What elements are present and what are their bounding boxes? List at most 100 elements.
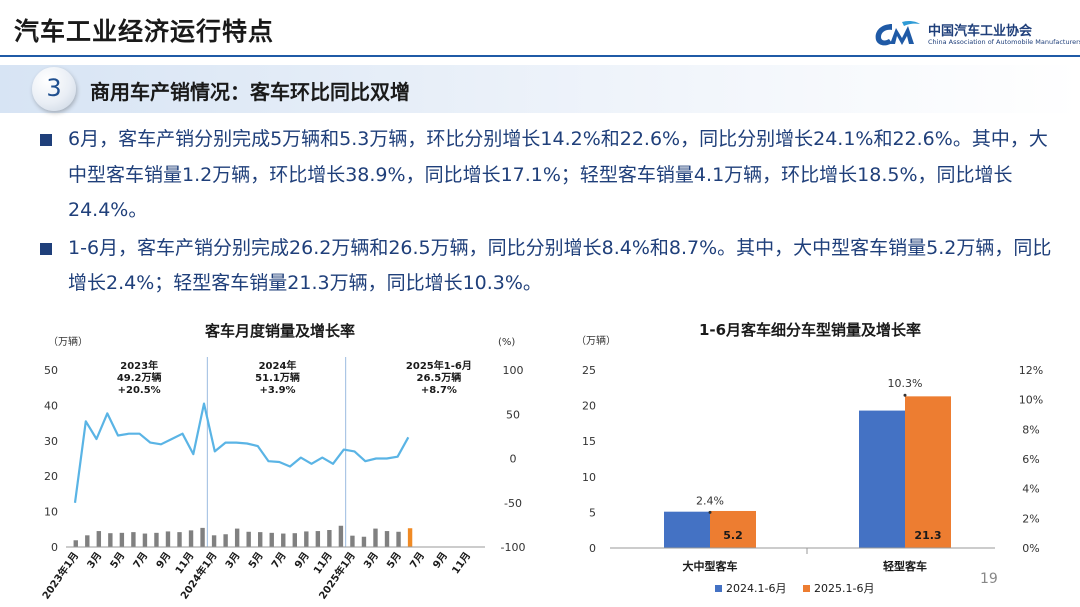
monthly-sales-chart: 客车月度销量及增长率 （万辆） (%) 0 10 20 30 40 50 -100 -50 0 50 10… — [20, 320, 540, 607]
chart1-bar — [119, 532, 125, 547]
chart1-bar — [384, 531, 390, 547]
chart2-growth-point — [903, 393, 907, 397]
chart2-growth-point — [708, 510, 712, 514]
chart1-bar — [165, 531, 171, 547]
chart1-xtick: 9月 — [292, 550, 312, 571]
section-band — [0, 65, 1080, 113]
chart1-period-label: 2023年 — [120, 359, 158, 372]
chart1-period-label: 2024年 — [259, 359, 297, 372]
chart1-xtick: 9月 — [154, 550, 174, 571]
segment-sales-chart: 1-6月客车细分车型销量及增长率 （万辆） 0 5 10 15 20 25 0% 2% 4% 6% 8%… — [560, 320, 1060, 607]
chart1-xtick: 7月 — [269, 550, 289, 571]
chart1-title: 客车月度销量及增长率 — [204, 322, 355, 340]
chart2-ytick-left: 25 — [582, 364, 596, 377]
chart1-bar — [73, 540, 78, 547]
chart1-bar — [85, 535, 90, 547]
chart2-legend-swatch — [715, 585, 722, 592]
chart1-ytick-right: 50 — [506, 408, 520, 421]
chart2-ytick-right: 6% — [1022, 453, 1039, 466]
chart1-xtick: 5月 — [108, 550, 128, 571]
segment-sales-chart-svg: 1-6月客车细分车型销量及增长率 （万辆） 0 5 10 15 20 25 0% 2% 4% 6% 8%… — [576, 321, 1043, 595]
chart1-period-growth: +3.9% — [259, 385, 295, 396]
chart2-ytick-right: 2% — [1022, 512, 1039, 525]
chart1-ytick-left: 30 — [44, 435, 58, 448]
chart1-bar — [396, 531, 401, 547]
chart1-bar — [292, 533, 297, 547]
chart1-xtick: 5月 — [384, 550, 404, 571]
chart1-xtick: 7月 — [131, 550, 151, 571]
chart1-bar — [361, 536, 367, 547]
chart1-bar — [188, 530, 194, 547]
chart1-xtick: 11月 — [311, 550, 335, 576]
chart1-bar — [304, 531, 309, 547]
chart2-ytick-right: 10% — [1019, 394, 1043, 407]
chart2-bar — [664, 511, 710, 548]
chart1-period-total: 51.1万辆 — [255, 371, 300, 384]
chart1-bar — [142, 533, 148, 547]
chart1-ytick-right: -100 — [501, 541, 526, 554]
chart1-bar — [327, 530, 332, 547]
chart1-bar — [258, 532, 263, 547]
chart2-ylabel-left: （万辆） — [576, 334, 616, 347]
header-rule — [0, 55, 1080, 57]
chart2-ytick-right: 0% — [1022, 542, 1039, 555]
chart1-xtick: 5月 — [246, 550, 266, 571]
chart1-xtick: 3月 — [361, 550, 381, 571]
chart1-bar — [281, 533, 286, 547]
logo-text-cn: 中国汽车工业协会 — [928, 24, 1033, 39]
chart1-bar — [211, 535, 217, 547]
chart1-ytick-left: 50 — [44, 364, 58, 377]
chart2-legend-label: 2024.1-6月 — [726, 582, 786, 595]
chart2-value-label: 21.3 — [914, 529, 941, 542]
chart1-bar — [108, 533, 113, 547]
slide-header: 汽车工业经济运行特点 中国汽车工业协会 China Association of… — [0, 0, 1080, 58]
page-title: 汽车工业经济运行特点 — [14, 17, 275, 46]
chart1-bar — [234, 528, 240, 547]
chart1-bar — [223, 534, 228, 547]
chart2-legend-label: 2025.1-6月 — [814, 582, 874, 595]
caam-logo: 中国汽车工业协会 China Association of Automobile… — [872, 18, 1080, 52]
chart1-bar — [154, 532, 159, 547]
chart1-xtick: 3月 — [223, 550, 243, 571]
chart1-bar — [246, 531, 251, 547]
chart1-bar — [269, 532, 274, 547]
chart2-bar — [905, 396, 951, 548]
chart2-ytick-left: 5 — [589, 506, 596, 519]
chart1-ytick-left: 20 — [44, 470, 58, 483]
bullet-square-icon — [40, 242, 52, 255]
chart1-ylabel-left: （万辆） — [48, 335, 88, 348]
chart2-title: 1-6月客车细分车型销量及增长率 — [699, 321, 921, 339]
chart2-bar — [859, 410, 905, 548]
chart1-xtick: 11月 — [450, 550, 474, 576]
chart1-bar — [200, 527, 205, 547]
chart2-ytick-right: 12% — [1019, 364, 1043, 377]
chart1-ytick-left: 10 — [44, 506, 58, 519]
chart2-ytick-left: 15 — [582, 435, 596, 448]
chart2-ytick-left: 0 — [589, 542, 596, 555]
monthly-sales-chart-svg: 客车月度销量及增长率 （万辆） (%) 0 10 20 30 40 50 -100 -50 0 50 10… — [39, 322, 526, 602]
chart1-bar — [373, 528, 378, 547]
chart2-value-label: 5.2 — [723, 529, 743, 542]
chart2-ytick-right: 4% — [1022, 483, 1039, 496]
caam-logo-icon — [875, 20, 920, 46]
bullet-text: 1-6月，客车产销分别完成26.2万辆和26.5万辆，同比分别增长8.4%和8.… — [68, 236, 1052, 295]
section-number-badge — [32, 67, 76, 111]
bullet-text: 6月，客车产销分别完成5万辆和5.3万辆，环比分别增长14.2%和22.6%，同… — [68, 128, 1048, 221]
chart1-bar — [350, 535, 355, 547]
chart1-xtick: 9月 — [431, 550, 451, 571]
chart1-period-label: 2025年1-6月 — [406, 359, 472, 372]
chart2-growth-label: 2.4% — [696, 494, 724, 507]
chart1-bar — [407, 528, 413, 547]
bullet-list: 6月，客车产销分别完成5万辆和5.3万辆，环比分别增长14.2%和22.6%，同… — [40, 122, 1060, 302]
chart1-bar — [177, 532, 182, 547]
chart1-xtick: 3月 — [85, 550, 105, 571]
section-title: 商用车产销情况：客车环比同比双增 — [90, 80, 410, 104]
chart1-xtick: 11月 — [173, 550, 197, 576]
chart1-ytick-right: 0 — [510, 453, 517, 466]
chart2-category-label: 轻型客车 — [883, 559, 927, 573]
chart1-ytick-right: 100 — [503, 364, 524, 377]
bullet-item: 1-6月，客车产销分别完成26.2万辆和26.5万辆，同比分别增长8.4%和8.… — [40, 231, 1060, 302]
chart1-ylabel-right: (%) — [498, 337, 515, 348]
chart1-growth-line — [73, 402, 410, 503]
chart2-growth-label: 10.3% — [888, 377, 923, 390]
